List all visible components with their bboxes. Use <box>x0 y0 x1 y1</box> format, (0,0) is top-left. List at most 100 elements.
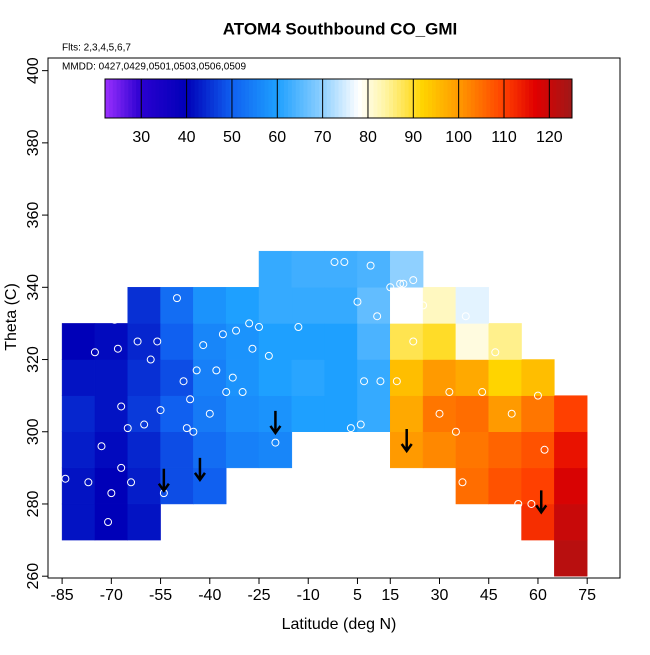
observation-point <box>133 337 142 346</box>
heatmap-cell <box>357 250 391 288</box>
heatmap-cell <box>127 395 161 432</box>
colorbar-swatch <box>498 79 503 118</box>
heatmap-cell <box>225 323 260 360</box>
colorbar-swatch <box>260 79 266 118</box>
heatmap-cell <box>225 359 260 396</box>
arrow <box>400 428 413 454</box>
colorbar-swatch <box>252 79 258 118</box>
colorbar-swatch <box>233 79 238 118</box>
colorbar-swatch <box>529 79 534 118</box>
colorbar-swatch <box>319 79 324 118</box>
heatmap-cell <box>521 431 555 469</box>
colorbar-swatch <box>369 79 375 118</box>
observation-point <box>232 326 241 335</box>
colorbar-swatch <box>536 79 542 118</box>
y-tick-label: 380 <box>25 129 42 156</box>
heatmap-cell <box>61 503 96 541</box>
heatmap-cell <box>193 323 227 360</box>
observation-point <box>123 424 132 433</box>
colorbar-swatch <box>198 79 203 118</box>
observation-point <box>192 366 201 375</box>
colorbar-tick-label: 50 <box>223 129 241 146</box>
x-tick-label: 75 <box>578 587 596 604</box>
colorbar-swatch <box>147 79 153 118</box>
x-axis-label: Latitude (deg N) <box>282 616 397 633</box>
colorbar-swatch <box>564 79 569 118</box>
arrow <box>193 457 206 483</box>
colorbar-frame <box>104 78 573 119</box>
observation-point <box>376 377 385 386</box>
heatmap-cell <box>291 287 325 324</box>
colorbar-swatch <box>443 79 448 118</box>
observation-point <box>248 344 257 353</box>
observation-point <box>491 348 500 357</box>
colorbar-swatch <box>303 79 308 118</box>
colorbar-swatch <box>416 79 421 118</box>
observation-point <box>399 279 408 288</box>
heatmap-cell <box>127 503 161 541</box>
heatmap-cell <box>127 323 161 360</box>
colorbar-swatch <box>210 79 215 118</box>
arrow <box>269 410 282 436</box>
observation-point <box>110 315 119 324</box>
heatmap-cell <box>390 395 424 432</box>
heatmap-cell <box>160 359 194 396</box>
observation-point <box>212 366 221 375</box>
heatmap-cell <box>258 287 293 324</box>
heatmap-cell <box>193 431 227 469</box>
colorbar-swatch <box>408 79 413 118</box>
heatmap-cell <box>357 395 391 432</box>
heatmap-cell <box>324 359 358 396</box>
heatmap-cell <box>422 287 457 324</box>
observation-point <box>356 420 365 429</box>
heatmap-cell <box>127 431 161 469</box>
observation-point <box>156 406 165 415</box>
heatmap-cell <box>127 287 161 324</box>
observation-point <box>458 478 467 487</box>
observation-point <box>478 388 487 397</box>
colorbar-swatch <box>482 79 487 118</box>
x-tick-label: -10 <box>297 587 320 604</box>
colorbar-swatch <box>136 79 141 118</box>
colorbar-swatch <box>509 79 515 118</box>
heatmap-cell <box>554 539 588 577</box>
observation-point <box>360 377 369 386</box>
colorbar-swatch <box>455 79 460 118</box>
observation-point <box>533 391 542 400</box>
heatmap-cell <box>94 395 128 432</box>
colorbar-swatch <box>560 79 565 118</box>
colorbar-swatch <box>513 79 519 118</box>
observation-point <box>340 258 349 267</box>
x-tick-label: 15 <box>381 587 399 604</box>
colorbar-swatch <box>248 79 254 118</box>
x-tick-label: -40 <box>198 587 221 604</box>
heatmap-cell <box>324 395 358 432</box>
colorbar-swatch <box>350 79 355 118</box>
colorbar-swatch <box>439 79 445 118</box>
colorbar-swatch <box>116 79 122 118</box>
annotation: MMDD: 0427,0429,0501,0503,0506,0509 <box>62 62 246 73</box>
heatmap-cell <box>324 287 358 324</box>
observation-point <box>228 373 237 382</box>
observation-point <box>179 377 188 386</box>
observation-point <box>205 409 214 418</box>
heatmap-cell <box>422 323 457 360</box>
y-tick-label: 280 <box>25 491 42 518</box>
observation-point <box>97 442 106 451</box>
colorbar-swatch <box>217 79 223 118</box>
colorbar-swatch <box>221 79 227 118</box>
colorbar-swatch <box>159 79 164 118</box>
colorbar-swatch <box>389 79 394 118</box>
colorbar-swatch <box>299 79 304 118</box>
heatmap-cell <box>193 395 227 432</box>
observation-point <box>117 402 126 411</box>
heatmap-cell <box>422 359 457 396</box>
heatmap-cell <box>61 323 96 360</box>
heatmap-cell <box>521 503 555 541</box>
heatmap-cell <box>455 287 489 324</box>
x-tick-label: 30 <box>431 587 449 604</box>
colorbar-swatch <box>132 79 137 118</box>
colorbar-swatch <box>354 79 359 118</box>
colorbar-swatch <box>143 79 149 118</box>
colorbar-swatch <box>128 79 133 118</box>
